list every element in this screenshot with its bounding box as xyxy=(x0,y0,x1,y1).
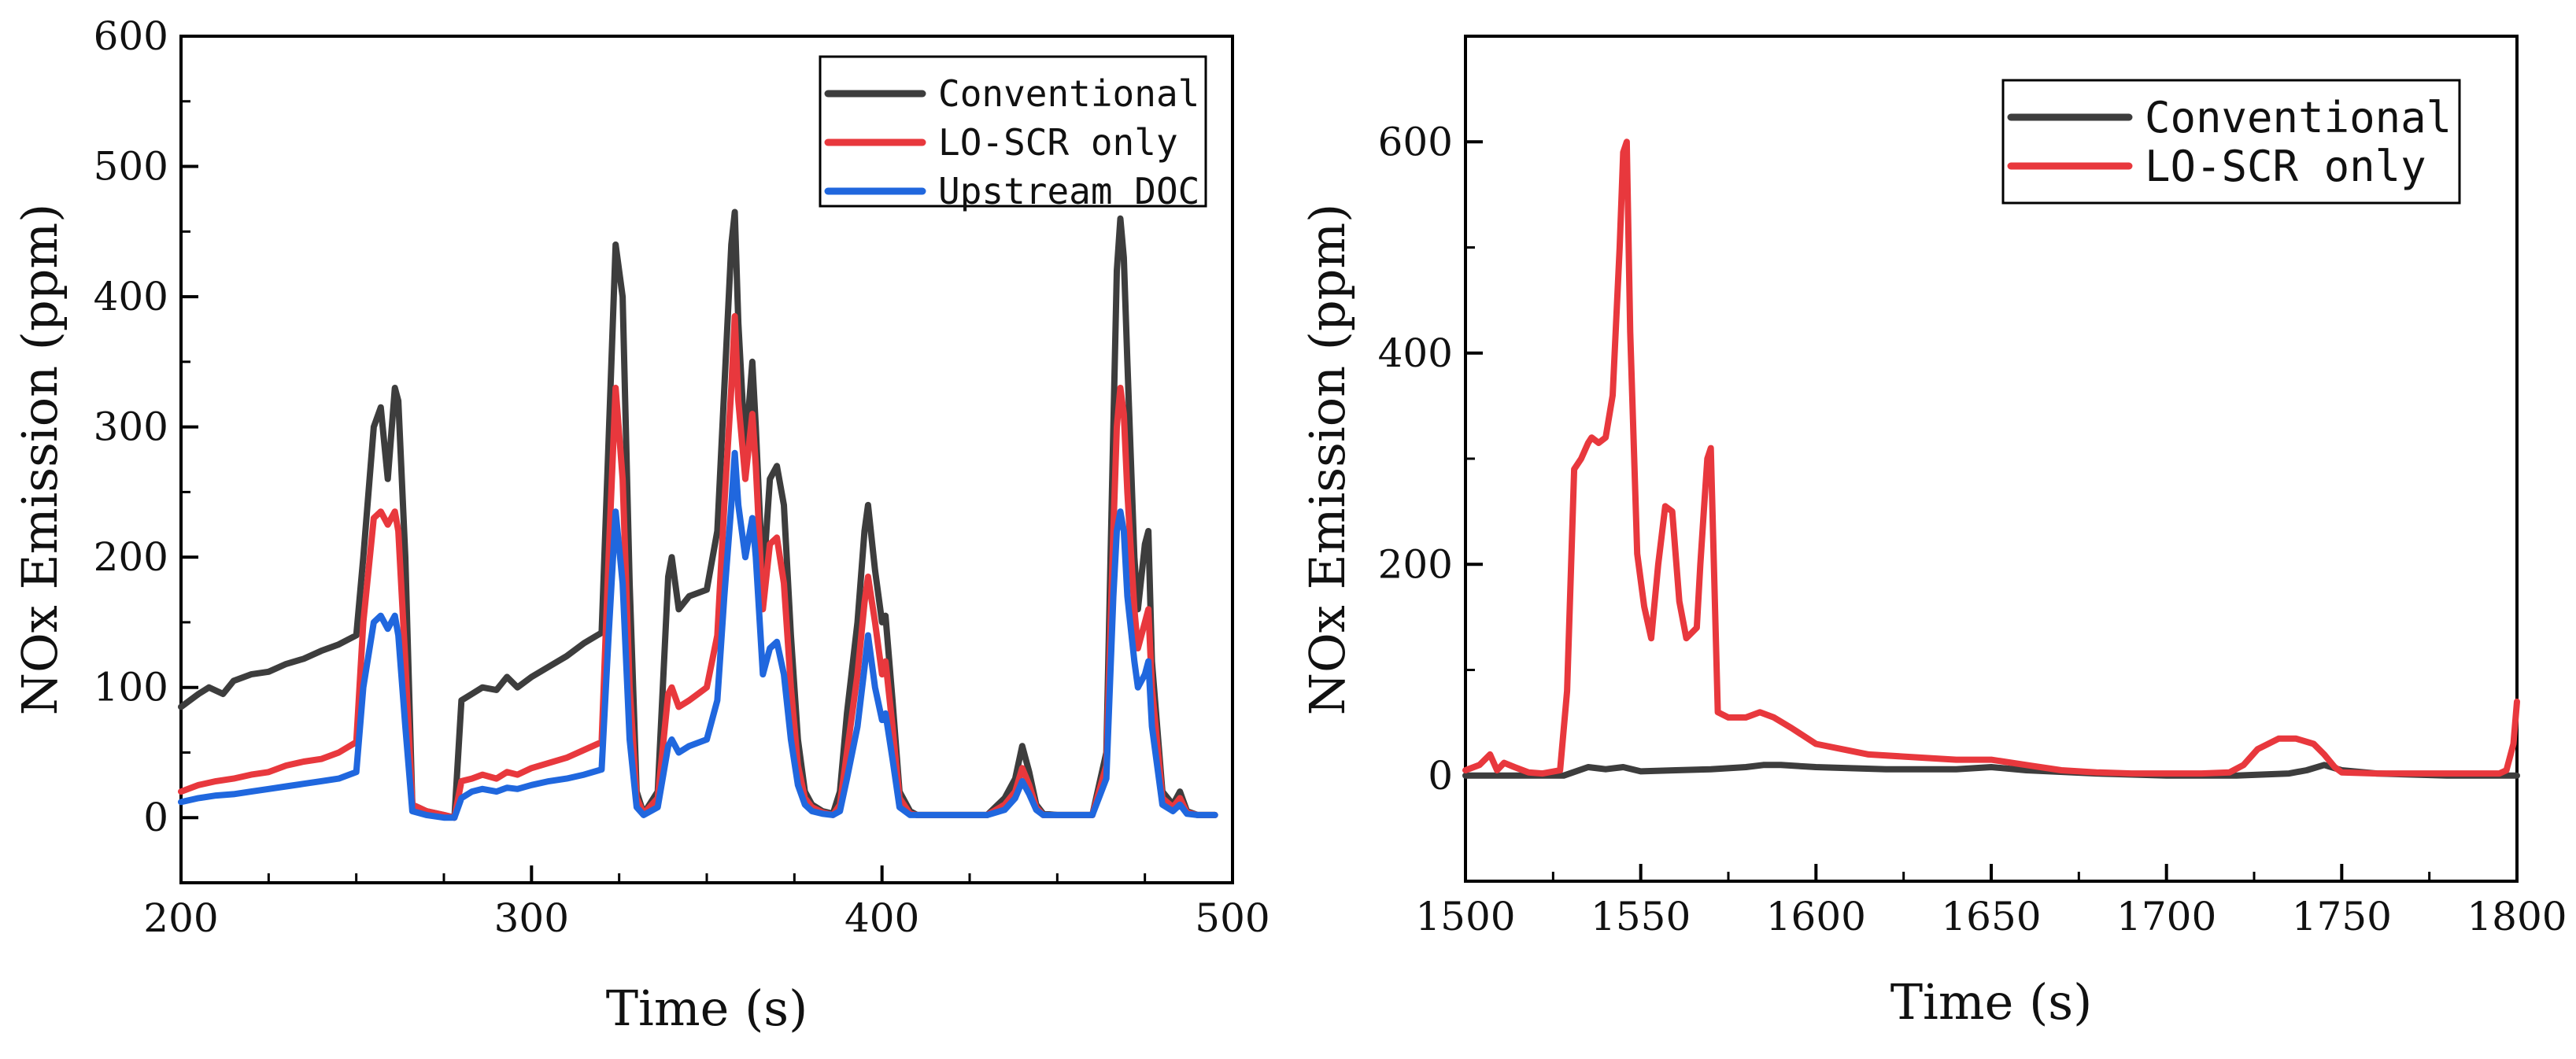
y-tick-label: 300 xyxy=(94,404,168,450)
series-lines xyxy=(178,208,1218,821)
legend-label: Upstream DOC xyxy=(938,170,1199,212)
y-tick-label: 200 xyxy=(1378,541,1453,587)
x-tick-label: 300 xyxy=(494,895,569,941)
y-tick-label: 500 xyxy=(94,144,168,190)
y-axis-title: NOx Emission (ppm) xyxy=(1299,204,1356,716)
axis-ticks xyxy=(179,35,1234,883)
x-tick-label: 1550 xyxy=(1591,894,1691,939)
y-tick-label: 400 xyxy=(1378,330,1453,376)
x-axis-title: Time (s) xyxy=(606,980,808,1037)
minor-ticks xyxy=(1465,246,2431,881)
legend: Conventional LO-SCR only Upstream DOC xyxy=(819,55,1207,212)
series-line-conventional xyxy=(1462,762,2520,779)
legend-label: LO-SCR only xyxy=(2145,142,2426,191)
legend-box xyxy=(819,55,1207,208)
legend-box xyxy=(2001,79,2461,205)
y-tick-label: 0 xyxy=(1428,753,1453,799)
tick-labels: 1500 1550 1600 1650 1700 1750 1800 0 200 400 600 xyxy=(1378,119,2567,939)
x-tick-label: 400 xyxy=(844,895,919,941)
series-line-lo-scr-only xyxy=(1462,138,2520,777)
axis-ticks xyxy=(1464,140,2519,881)
chart-left: 200 300 400 500 0 100 200 300 400 500 600 Conventi… xyxy=(11,13,1270,1037)
x-tick-label: 200 xyxy=(143,895,218,941)
tick-labels: 200 300 400 500 0 100 200 300 400 500 600 xyxy=(94,13,1270,941)
series-line-upstream-doc xyxy=(178,449,1218,821)
chart-right: 1500 1550 1600 1650 1700 1750 1800 0 200 400 600 C… xyxy=(1299,35,2567,1031)
x-tick-label: 1800 xyxy=(2467,894,2567,939)
y-tick-label: 0 xyxy=(143,795,168,840)
legend-label: Conventional xyxy=(938,72,1199,115)
x-tick-label: 500 xyxy=(1195,895,1270,941)
x-tick-label: 1650 xyxy=(1941,894,2041,939)
x-tick-label: 1600 xyxy=(1766,894,1866,939)
y-axis-title: NOx Emission (ppm) xyxy=(11,204,68,716)
y-tick-label: 100 xyxy=(94,665,168,710)
legend-label: LO-SCR only xyxy=(938,121,1178,164)
x-tick-label: 1500 xyxy=(1415,894,1515,939)
y-tick-label: 600 xyxy=(1378,119,1453,164)
x-axis-title: Time (s) xyxy=(1890,973,2093,1031)
x-tick-label: 1700 xyxy=(2116,894,2216,939)
legend-label: Conventional xyxy=(2145,93,2452,142)
series-line-conventional xyxy=(178,208,1218,821)
series-lines xyxy=(1462,138,2520,779)
y-tick-label: 600 xyxy=(94,13,168,59)
y-tick-label: 200 xyxy=(94,534,168,580)
y-tick-label: 400 xyxy=(94,274,168,319)
x-tick-label: 1750 xyxy=(2292,894,2392,939)
minor-ticks xyxy=(181,100,1147,883)
